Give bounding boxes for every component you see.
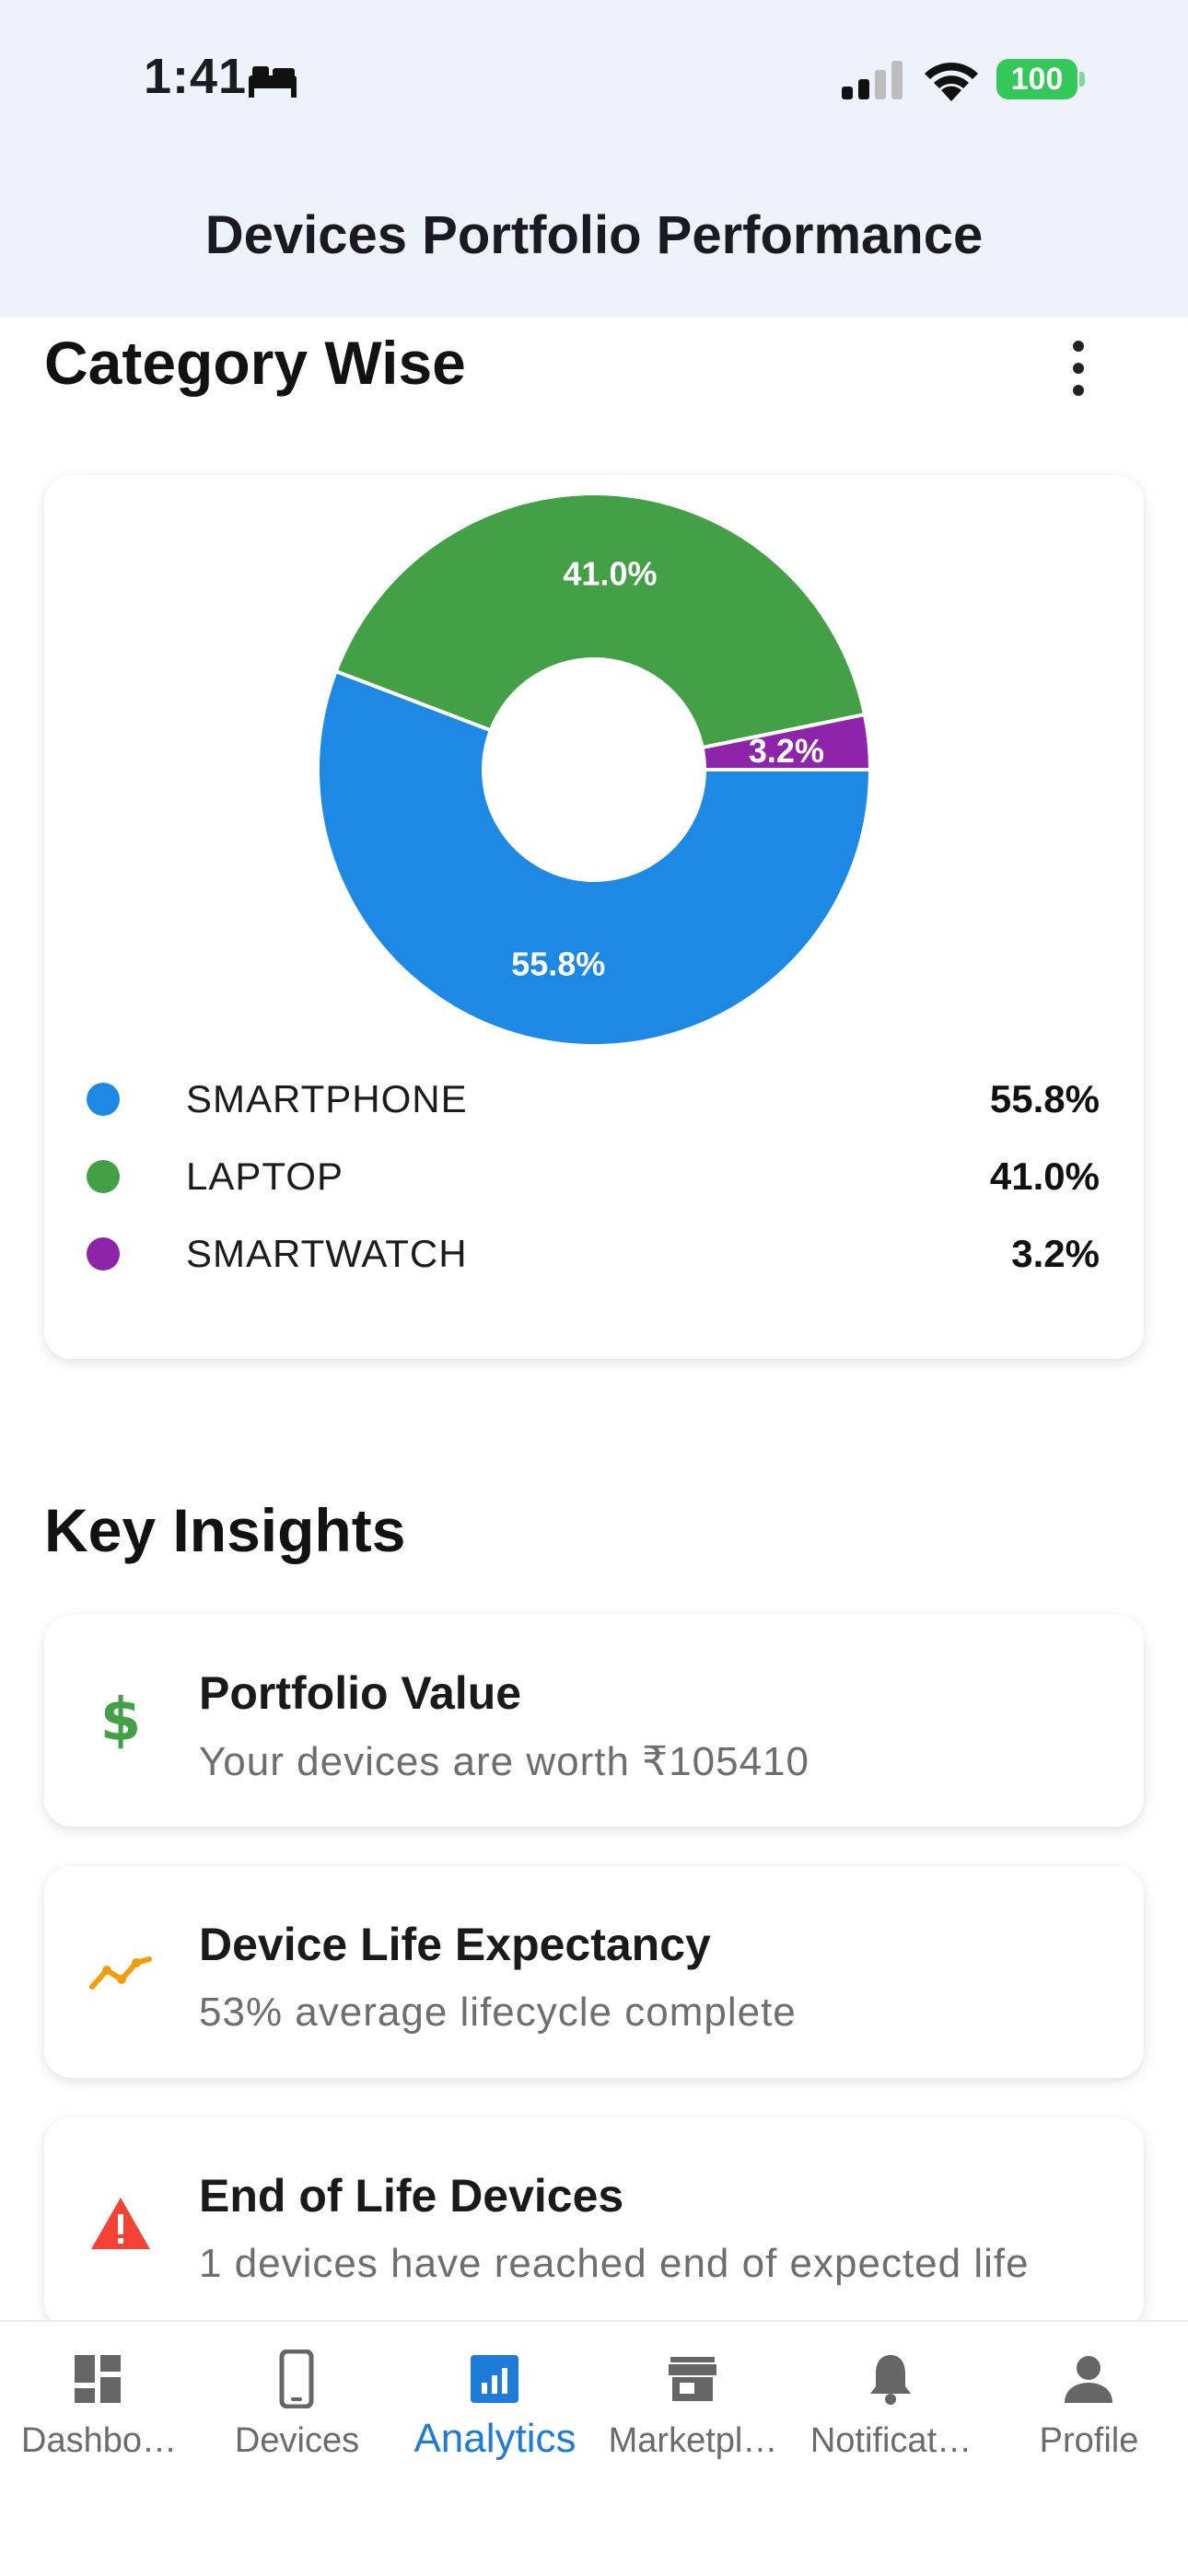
nav-item-notifications[interactable]: Notificat… <box>792 2322 990 2469</box>
insight-title: Portfolio Value <box>199 1667 522 1719</box>
legend-label: SMARTPHONE <box>186 1077 468 1120</box>
nav-item-profile[interactable]: Profile <box>990 2322 1188 2469</box>
nav-item-devices[interactable]: Devices <box>198 2322 396 2469</box>
page-title: Devices Portfolio Performance <box>204 205 984 265</box>
legend-label: SMARTWATCH <box>186 1232 468 1275</box>
legend-dot-smartphone <box>87 1083 120 1116</box>
nav-item-analytics[interactable]: Analytics <box>396 2322 594 2469</box>
dashboard-icon <box>75 2355 121 2403</box>
bell-icon <box>870 2355 911 2405</box>
nav-label: Dashbo… <box>21 2421 177 2460</box>
donut-label-laptop: 41.0% <box>563 555 657 593</box>
insight-subtitle: Your devices are worth ₹105410 <box>199 1739 809 1784</box>
donut-slice-smartwatch[interactable] <box>700 712 873 772</box>
legend-value: 3.2% <box>1011 1232 1100 1275</box>
insight-title: End of Life Devices <box>199 2170 624 2222</box>
legend-label: LAPTOP <box>186 1155 344 1198</box>
dollar-icon: $ <box>99 1687 142 1755</box>
nav-label: Marketpl… <box>608 2421 778 2460</box>
donut-slice-smartphone[interactable] <box>316 668 873 1048</box>
battery-tip <box>1079 72 1085 87</box>
insight-card-portfolio-value[interactable]: $ Portfolio Value Your devices are worth… <box>44 1615 1144 1827</box>
signal-icon <box>842 61 903 99</box>
insight-card-end-of-life[interactable]: End of Life Devices 1 devices have reach… <box>44 2118 1144 2329</box>
battery-indicator: 100 <box>996 59 1077 99</box>
insight-subtitle: 53% average lifecycle complete <box>199 1990 797 2035</box>
insight-title: Device Life Expectancy <box>199 1919 711 1970</box>
status-time: 1:41 <box>144 49 248 104</box>
trend-icon <box>88 1940 153 2004</box>
person-icon <box>1065 2356 1112 2403</box>
nav-item-dashboard[interactable]: Dashbo… <box>0 2322 198 2469</box>
donut-chart: 55.8% 41.0% 3.2% <box>316 492 873 1048</box>
donut-label-smartwatch: 3.2% <box>749 732 824 770</box>
legend-row-smartwatch: SMARTWATCH 3.2% <box>87 1226 1100 1282</box>
more-options-icon[interactable] <box>1065 341 1092 396</box>
nav-label: Devices <box>234 2421 360 2460</box>
app-header: 1:41 100 Devices Portfolio Performance <box>0 0 1188 318</box>
insight-subtitle: 1 devices have reached end of expected l… <box>199 2241 1030 2286</box>
category-section-title: Category Wise <box>44 329 466 397</box>
legend-dot-laptop <box>87 1160 120 1193</box>
insights-section-title: Key Insights <box>44 1496 406 1564</box>
analytics-icon <box>471 2355 518 2403</box>
nav-label: Profile <box>1039 2421 1139 2460</box>
bed-icon <box>249 66 297 98</box>
donut-label-smartphone: 55.8% <box>511 945 605 982</box>
legend-row-laptop: LAPTOP 41.0% <box>87 1149 1100 1204</box>
warning-icon <box>88 2191 153 2256</box>
wifi-icon <box>925 62 978 101</box>
nav-label: Notificat… <box>809 2421 973 2460</box>
phone-icon <box>279 2350 314 2408</box>
nav-item-marketplace[interactable]: Marketpl… <box>594 2322 792 2469</box>
bottom-navigation: Dashbo… Devices Analytics Marketpl… Noti… <box>0 2320 1188 2576</box>
category-chart-card: 55.8% 41.0% 3.2% SMARTPHONE 55.8% LAPTOP 4… <box>44 475 1144 1359</box>
insight-card-life-expectancy[interactable]: Device Life Expectancy 53% average lifec… <box>44 1866 1144 2078</box>
legend-value: 55.8% <box>989 1077 1100 1120</box>
legend-dot-smartwatch <box>87 1237 120 1271</box>
legend-row-smartphone: SMARTPHONE 55.8% <box>87 1072 1100 1127</box>
nav-label: Analytics <box>413 2416 577 2461</box>
donut-slice-laptop[interactable] <box>333 492 868 750</box>
store-icon <box>669 2357 716 2401</box>
legend-value: 41.0% <box>989 1155 1100 1198</box>
